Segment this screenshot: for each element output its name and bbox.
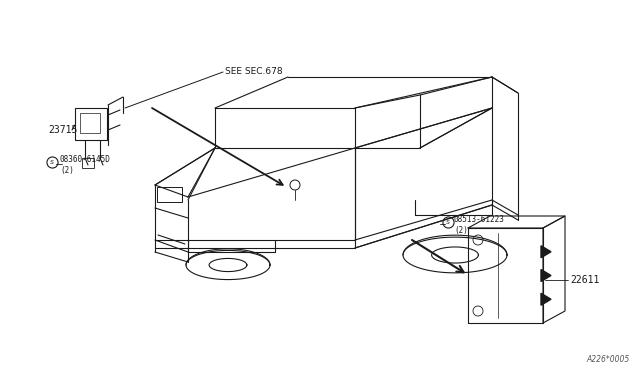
Text: (2): (2) — [454, 225, 468, 234]
Bar — [80, 113, 100, 133]
Polygon shape — [541, 246, 551, 258]
Text: 22611: 22611 — [570, 275, 600, 285]
Bar — [82, 158, 94, 168]
Text: 08360-6145D: 08360-6145D — [60, 155, 111, 164]
Polygon shape — [541, 293, 551, 305]
Text: SEE SEC.678: SEE SEC.678 — [225, 67, 283, 77]
Bar — [75, 108, 107, 140]
Text: 08513-61223: 08513-61223 — [454, 215, 505, 224]
Text: S: S — [446, 219, 450, 224]
Bar — [157, 187, 182, 202]
Text: S: S — [50, 160, 54, 164]
Text: 23715: 23715 — [48, 125, 77, 135]
Text: (2): (2) — [60, 167, 74, 176]
Text: A226*0005: A226*0005 — [587, 355, 630, 364]
Polygon shape — [541, 269, 551, 282]
